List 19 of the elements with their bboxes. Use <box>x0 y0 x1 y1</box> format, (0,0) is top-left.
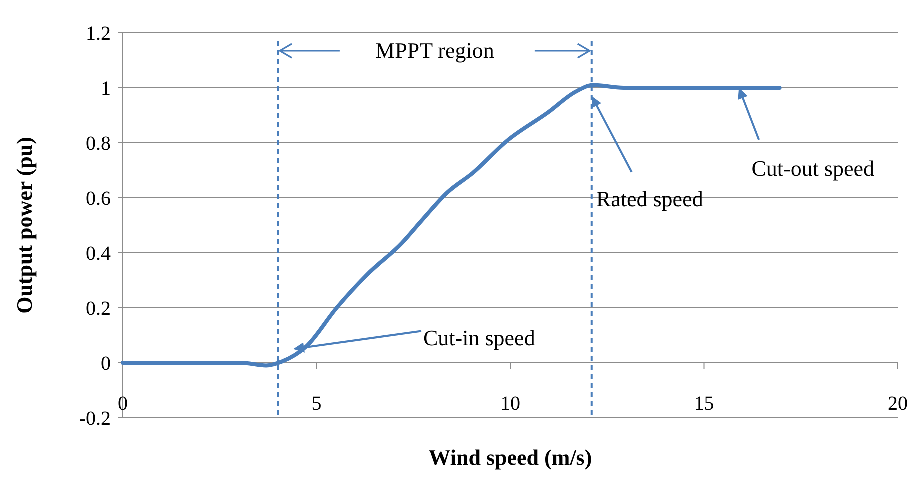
annotation: Cut-in speed <box>424 325 536 350</box>
x-tick-label: 20 <box>888 393 908 415</box>
x-axis-title: Wind speed (m/s) <box>428 445 592 470</box>
y-tick-label: 0.2 <box>86 298 111 320</box>
x-tick-label: 15 <box>694 393 714 415</box>
annotation: Cut-out speed <box>752 156 875 181</box>
y-tick-label: 0.8 <box>86 133 111 155</box>
y-tick-label: 0 <box>101 353 111 375</box>
annotation: Rated speed <box>596 186 704 212</box>
annotation: MPPT region <box>376 38 494 63</box>
x-tick-label: 0 <box>118 393 128 415</box>
y-tick-label: -0.2 <box>79 408 111 430</box>
y-tick-label: 1 <box>101 78 111 100</box>
y-axis-title: Output power (pu) <box>12 137 37 314</box>
y-tick-label: 1.2 <box>86 23 111 45</box>
x-tick-label: 10 <box>500 393 520 415</box>
y-tick-label: 0.4 <box>86 243 111 265</box>
y-tick-label: 0.6 <box>86 188 111 210</box>
x-tick-label: 5 <box>312 393 322 415</box>
